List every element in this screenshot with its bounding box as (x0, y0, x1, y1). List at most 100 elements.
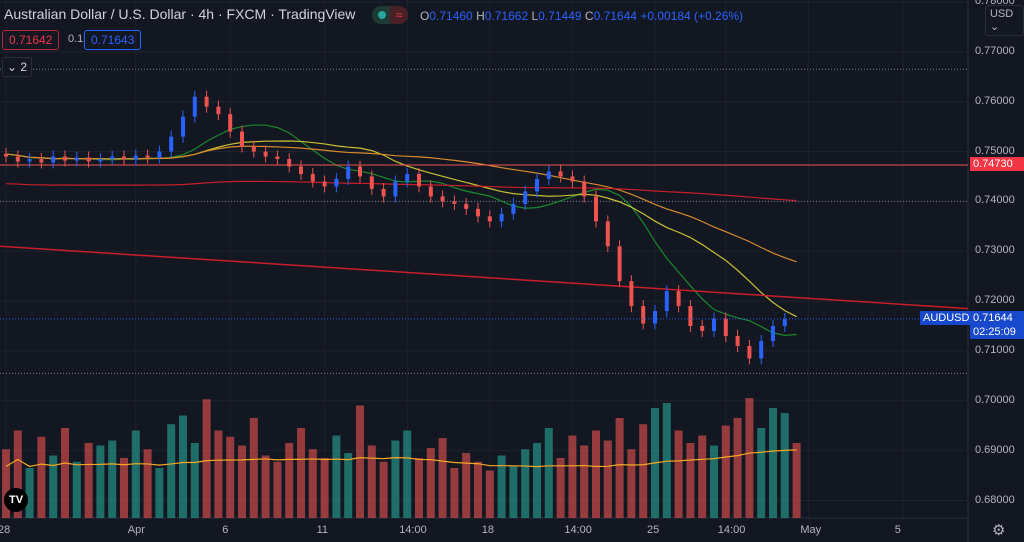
volume-bar (592, 430, 600, 518)
volume-bar (179, 415, 187, 518)
candle-body (428, 186, 433, 197)
candle-body (27, 159, 32, 162)
candle-body (546, 171, 551, 179)
volume-bar (603, 440, 612, 518)
candle-body (653, 311, 657, 324)
volume-bar (367, 445, 376, 518)
price-tick: 0.71000 (975, 343, 1015, 356)
candle-body (570, 176, 575, 182)
candle-body (98, 159, 103, 162)
volume-bar (462, 453, 471, 518)
candle-body (558, 171, 563, 177)
volume-bar (190, 443, 199, 518)
volume-bar (615, 418, 624, 518)
candle-body (251, 146, 256, 152)
volume-bar (96, 445, 105, 518)
price-tick: 0.78000 (975, 0, 1015, 7)
candle-body (74, 157, 79, 161)
price-tick: 0.73000 (975, 244, 1015, 257)
volume-bar (344, 453, 353, 518)
volume-bar (497, 455, 506, 518)
volume-bar (155, 468, 164, 518)
volume-bar (415, 458, 423, 518)
candle-body (110, 156, 115, 160)
candle-body (712, 318, 716, 332)
time-tick: 28 (0, 524, 11, 536)
candle-body (676, 291, 681, 307)
candle-body (228, 114, 233, 132)
volume-bar (686, 443, 695, 518)
candle-body (393, 181, 398, 197)
candle-body (735, 335, 740, 346)
price-tick: 0.69000 (975, 443, 1015, 456)
volume-bar (297, 428, 305, 518)
price-tick: 0.72000 (975, 294, 1015, 307)
symbol-tag: AUDUSD (920, 310, 973, 325)
volume-bar (674, 430, 683, 518)
volume-bar (627, 449, 636, 518)
volume-bar (710, 445, 718, 518)
candle-body (617, 246, 622, 282)
time-tick: 6 (222, 524, 229, 536)
low-value: 0.71449 (538, 9, 582, 23)
hline-price-tag: 0.74730 (970, 157, 1024, 171)
spread-value: 0.1 (68, 33, 84, 45)
volume-bar (391, 440, 400, 518)
sell-button[interactable]: 0.71642 (2, 30, 60, 50)
volume-bar (167, 424, 176, 518)
candle-body (181, 116, 185, 137)
candle-body (417, 173, 421, 187)
volume-bar (438, 438, 447, 518)
last-price-tag: 0.71644 (970, 310, 1024, 325)
currency-selector[interactable]: USD ⌄ (985, 5, 1024, 36)
volume-bar (568, 435, 577, 518)
candle-body (133, 155, 138, 160)
volume-bar (202, 399, 211, 518)
candle-body (381, 188, 386, 197)
volume-bar (143, 449, 152, 518)
candle-body (204, 96, 209, 107)
price-tick: 0.74000 (975, 194, 1015, 207)
time-tick: 14:00 (564, 524, 592, 536)
price-tick: 0.77000 (975, 44, 1015, 57)
gear-icon[interactable]: ⚙ (992, 522, 1006, 539)
volume-bar (521, 449, 530, 518)
price-tick: 0.76000 (975, 94, 1015, 107)
open-value: 0.71460 (429, 9, 473, 23)
time-tick: 14:00 (399, 524, 427, 536)
candle-body (39, 159, 44, 163)
candle-body (51, 156, 56, 163)
volume-bar (662, 403, 671, 518)
volume-bar (733, 418, 742, 518)
price-tick: 0.70000 (975, 393, 1015, 406)
collapse-indicators-button[interactable]: ⌄ 2 (2, 57, 32, 77)
volume-bar (214, 430, 223, 518)
candle-body (310, 173, 315, 182)
tradingview-logo[interactable]: TV (4, 488, 28, 512)
volume-bar (332, 435, 341, 518)
volume-bar (25, 468, 34, 518)
volume-bar (308, 449, 317, 518)
candle-body (86, 157, 91, 162)
candle-body (122, 156, 126, 160)
candle-body (157, 151, 162, 158)
volume-bar (556, 458, 565, 518)
wave-icon: ≈ (390, 6, 408, 24)
time-tick: 25 (647, 524, 660, 536)
candle-body (299, 166, 303, 174)
chart-title: Australian Dollar / U.S. Dollar · 4h · F… (4, 6, 356, 22)
volume-bar (721, 425, 730, 518)
volume-bar (745, 398, 754, 518)
candle-body (452, 201, 457, 204)
bar-countdown: 02:25:09 (970, 324, 1024, 339)
candle-body (476, 208, 480, 217)
buy-button[interactable]: 0.71643 (84, 30, 142, 50)
candle-body (723, 318, 728, 336)
volume-bar (533, 443, 541, 518)
volume-bar (2, 449, 10, 518)
change-value: +0.00184 (+0.26%) (640, 9, 744, 23)
market-status[interactable]: ≈ (372, 6, 408, 24)
volume-bar (37, 436, 46, 518)
candle-body (629, 281, 634, 307)
